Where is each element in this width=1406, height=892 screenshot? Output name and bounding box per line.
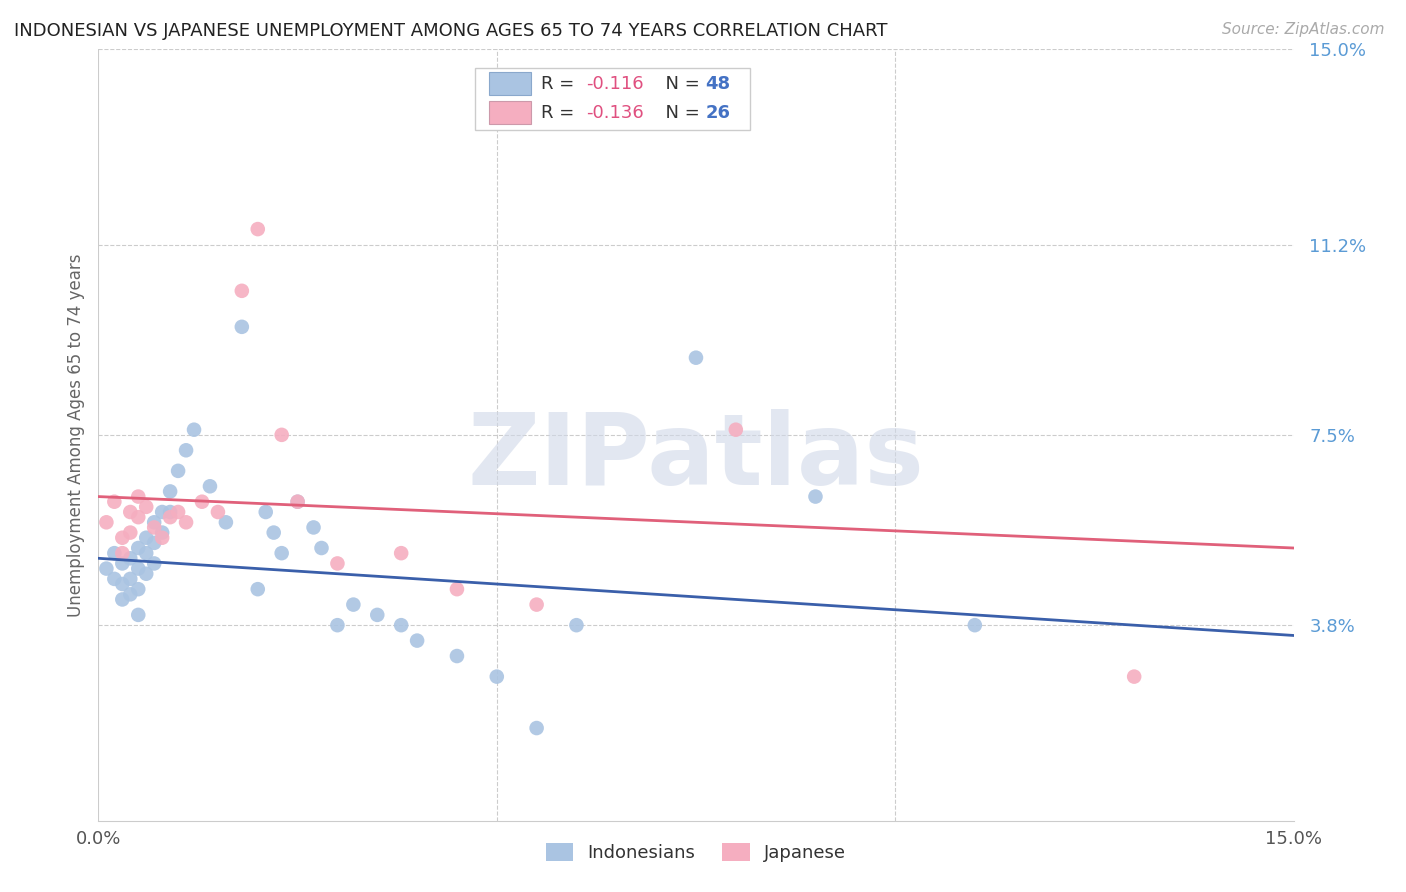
Text: N =: N = <box>654 75 706 93</box>
Point <box>446 582 468 597</box>
Point <box>127 541 149 555</box>
Text: INDONESIAN VS JAPANESE UNEMPLOYMENT AMONG AGES 65 TO 74 YEARS CORRELATION CHART: INDONESIAN VS JAPANESE UNEMPLOYMENT AMON… <box>14 22 887 40</box>
Point <box>135 531 157 545</box>
Point <box>311 541 333 555</box>
Point <box>143 516 166 530</box>
FancyBboxPatch shape <box>489 101 531 124</box>
Text: R =: R = <box>541 104 579 122</box>
Point <box>685 351 707 365</box>
Point <box>127 582 149 597</box>
Point <box>191 494 214 508</box>
Point <box>150 531 173 545</box>
Point <box>127 490 149 504</box>
Text: ZIPatlas: ZIPatlas <box>468 409 924 507</box>
Point <box>1123 670 1146 684</box>
Point <box>120 587 142 601</box>
Point <box>111 592 134 607</box>
Point <box>963 618 986 632</box>
Point <box>270 428 292 442</box>
Point <box>159 484 181 499</box>
Point <box>366 607 388 622</box>
Point <box>246 222 269 236</box>
Point <box>135 566 157 581</box>
Point <box>103 572 125 586</box>
Point <box>103 494 125 508</box>
Text: 26: 26 <box>706 104 731 122</box>
Point <box>127 510 149 524</box>
Point <box>143 536 166 550</box>
Point <box>389 618 412 632</box>
Y-axis label: Unemployment Among Ages 65 to 74 years: Unemployment Among Ages 65 to 74 years <box>66 253 84 616</box>
Point <box>103 546 125 560</box>
Point <box>159 510 181 524</box>
Point <box>150 505 173 519</box>
Text: 48: 48 <box>706 75 731 93</box>
Point <box>174 516 197 530</box>
FancyBboxPatch shape <box>475 69 749 130</box>
Point <box>159 505 181 519</box>
Point <box>174 443 197 458</box>
Point <box>246 582 269 597</box>
Point <box>326 618 349 632</box>
Point <box>565 618 588 632</box>
Point <box>270 546 292 560</box>
Point <box>526 598 548 612</box>
Point <box>389 546 412 560</box>
Point <box>111 557 134 571</box>
FancyBboxPatch shape <box>489 72 531 95</box>
Point <box>287 494 309 508</box>
Point <box>724 423 747 437</box>
Point <box>127 561 149 575</box>
Point <box>198 479 221 493</box>
Point <box>526 721 548 735</box>
Point <box>120 551 142 566</box>
Point <box>485 670 508 684</box>
Point <box>120 572 142 586</box>
Text: -0.136: -0.136 <box>586 104 644 122</box>
Point <box>326 557 349 571</box>
Text: R =: R = <box>541 75 579 93</box>
Point <box>446 648 468 663</box>
Point <box>120 525 142 540</box>
Point <box>183 423 205 437</box>
Point <box>135 500 157 514</box>
Point <box>231 319 253 334</box>
Point <box>254 505 277 519</box>
Point <box>120 505 142 519</box>
Point <box>207 505 229 519</box>
Point <box>135 546 157 560</box>
Point <box>143 520 166 534</box>
Point <box>167 505 190 519</box>
Legend: Indonesians, Japanese: Indonesians, Japanese <box>538 836 853 870</box>
Point <box>167 464 190 478</box>
Point <box>231 284 253 298</box>
Point <box>127 607 149 622</box>
Point <box>96 561 118 575</box>
Point <box>287 494 309 508</box>
Point <box>215 516 238 530</box>
Point <box>263 525 285 540</box>
Point <box>143 557 166 571</box>
Point <box>302 520 325 534</box>
Point <box>150 525 173 540</box>
Text: Source: ZipAtlas.com: Source: ZipAtlas.com <box>1222 22 1385 37</box>
Text: N =: N = <box>654 104 706 122</box>
Point <box>342 598 364 612</box>
Point <box>804 490 827 504</box>
Point <box>96 516 118 530</box>
Point <box>111 531 134 545</box>
Point <box>111 577 134 591</box>
Point <box>111 546 134 560</box>
Text: -0.116: -0.116 <box>586 75 644 93</box>
Point <box>406 633 429 648</box>
